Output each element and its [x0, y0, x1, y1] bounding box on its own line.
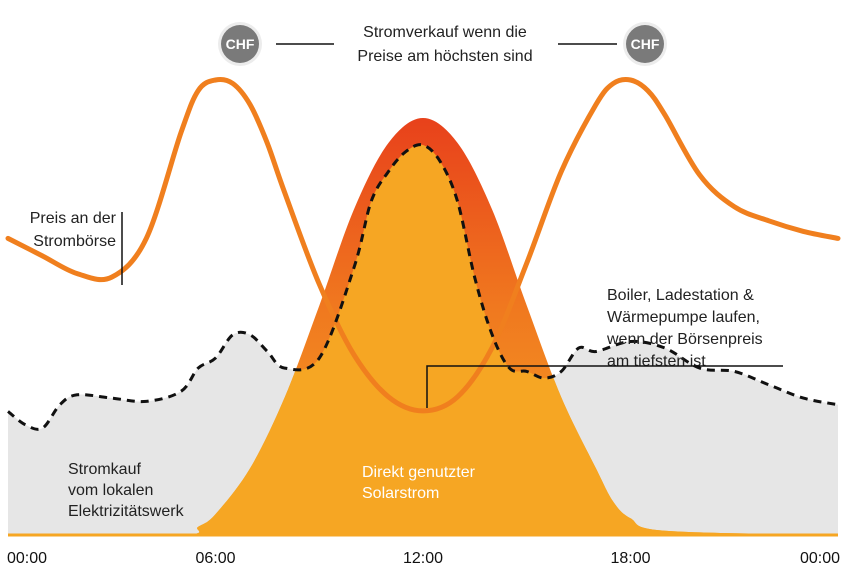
- flex-label-line-2: Wärmepumpe laufen,: [607, 309, 760, 326]
- x-tick-label: 00:00: [800, 550, 840, 567]
- price-label-line-2: Strombörse: [33, 233, 116, 250]
- title-line-1: Stromverkauf wenn die: [363, 24, 527, 41]
- grid-label-line-1: Stromkauf: [68, 461, 141, 478]
- price-label-line-1: Preis an der: [30, 210, 117, 227]
- chf-coin-label-left: CHF: [226, 36, 255, 52]
- solar-area-group: [8, 118, 838, 536]
- chf-coin-icon: CHF: [218, 22, 262, 66]
- chf-coin-icon: CHF: [623, 22, 667, 66]
- solar-label-line-1: Direkt genutzter: [362, 464, 476, 481]
- flex-label-line-1: Boiler, Ladestation &: [607, 287, 754, 304]
- chf-coin-label-right: CHF: [631, 36, 660, 52]
- grid-label-line-2: vom lokalen: [68, 482, 153, 499]
- title-line-2: Preise am höchsten sind: [357, 48, 532, 65]
- x-tick-label: 12:00: [403, 550, 443, 567]
- price-line: [5, 76, 841, 414]
- x-tick-label: 06:00: [195, 550, 235, 567]
- x-tick-label: 00:00: [7, 550, 47, 567]
- solar-self-consumption-area: [8, 144, 838, 536]
- consumption-line: [7, 143, 839, 431]
- x-axis: 00:00 06:00 12:00 18:00 00:00: [7, 550, 840, 567]
- flex-label-line-3: wenn der Börsenpreis: [606, 331, 763, 348]
- line-group: [5, 76, 841, 537]
- grid-label-line-3: Elektrizitätswerk: [68, 503, 185, 520]
- flex-label-pointer: [426, 365, 783, 408]
- x-tick-label: 18:00: [610, 550, 650, 567]
- flex-label-line-4: am tiefsten ist: [607, 353, 706, 370]
- solar-label-line-2: Solarstrom: [362, 485, 439, 502]
